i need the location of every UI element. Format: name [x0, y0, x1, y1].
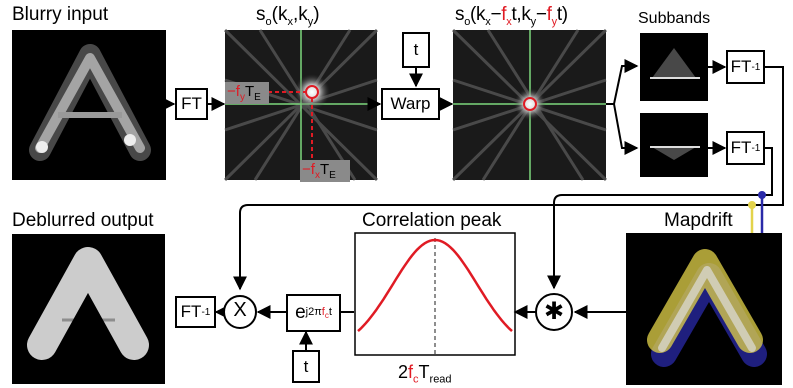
- mapdrift-title: Mapdrift: [664, 210, 733, 231]
- ift-box-output: FT -1: [175, 296, 216, 328]
- spectrum-title: so(kx,ky): [256, 4, 320, 28]
- deblurred-output-image: [12, 234, 165, 384]
- multiply-operator: X: [233, 299, 247, 321]
- t-input-box-top: t: [402, 32, 430, 68]
- subband-image-top: [640, 33, 708, 101]
- convolve-circle: [535, 293, 573, 331]
- spectrum-image: [223, 28, 379, 182]
- shifted-spectrum-title: so(kx−fxt,ky−fyt): [455, 4, 568, 28]
- convolve-operator: ✱: [543, 298, 565, 325]
- mapdrift-image: [626, 233, 782, 385]
- ift-box-bottom: FT -1: [726, 131, 765, 165]
- ft-box: FT: [175, 88, 208, 120]
- peak-axis-label: 2fcTread: [398, 362, 452, 386]
- shifted-spectrum-image: [451, 28, 608, 182]
- fx-te-label: −fxTE: [302, 161, 336, 181]
- warp-box: Warp: [381, 88, 440, 120]
- phase-exponent-box: e j2πfct: [286, 294, 341, 332]
- deblurred-output-title: Deblurred output: [12, 210, 154, 231]
- multiply-circle: [223, 295, 257, 329]
- correlation-peak-plot: [354, 232, 516, 356]
- fy-te-label: −fyTE: [227, 83, 261, 103]
- blurry-input-title: Blurry input: [12, 4, 109, 25]
- blue-tap-dot: [758, 191, 766, 199]
- subbands-title: Subbands: [638, 10, 711, 27]
- blurry-input-image: [12, 30, 166, 180]
- ift-box-top: FT -1: [726, 50, 765, 84]
- correlation-curve: [357, 238, 513, 333]
- correlation-peak-title: Correlation peak: [362, 210, 502, 231]
- t-input-box-bottom: t: [292, 350, 320, 383]
- connectors: [161, 59, 784, 350]
- subband-image-bottom: [640, 113, 708, 177]
- yellow-tap-dot: [748, 201, 756, 209]
